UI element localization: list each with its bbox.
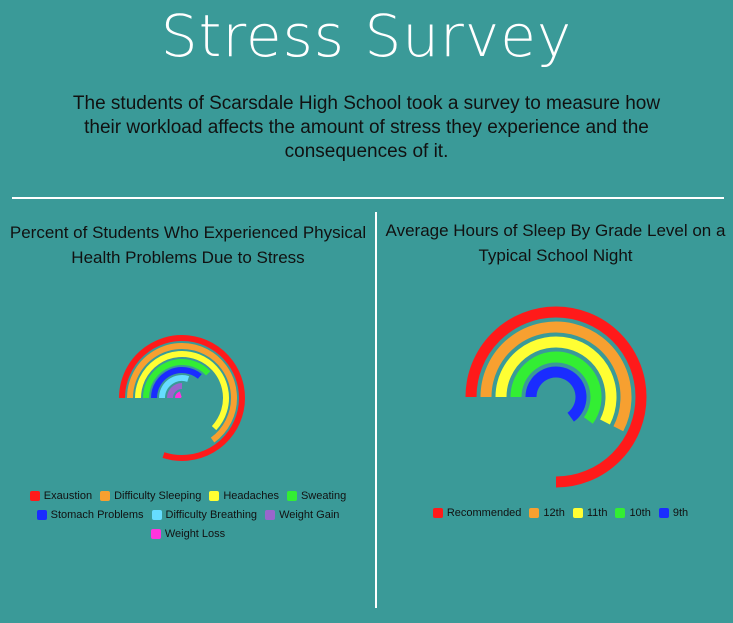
chart2-arc-11th (495, 336, 617, 425)
chart1-legend-item-weight-loss: Weight Loss (150, 528, 226, 540)
page-title: Stress Survey (160, 2, 573, 70)
chart1-arc-weight-loss (175, 391, 183, 399)
chart2-legend-swatch (658, 508, 669, 518)
horizontal-divider (12, 197, 724, 199)
chart2-legend-label: Recommended (446, 507, 522, 519)
chart2-legend-swatch (615, 508, 626, 518)
chart1-legend-item-stomach-problems: Stomach Problems (36, 509, 144, 521)
chart1-title: Percent of Students Who Experienced Phys… (9, 223, 367, 267)
chart1-legend-swatch (29, 491, 40, 501)
chart1-arc-stomach-problems (151, 367, 202, 399)
vertical-divider (375, 212, 377, 608)
chart2-arc-recommended (465, 306, 647, 488)
chart1-legend-item-sweating: Sweating (286, 490, 347, 502)
chart1-arc-weight-gain (167, 383, 183, 399)
chart2-legend-label: 12th (543, 507, 565, 519)
chart2-legend-label: 10th (629, 507, 651, 519)
chart1-legend-label: Weight Loss (164, 528, 226, 540)
chart1-legend-label: Headaches (223, 490, 279, 502)
chart1-legend-swatch (209, 491, 220, 501)
chart2-radial (465, 306, 647, 488)
chart2-legend-label: 11th (586, 507, 608, 519)
chart2-arc-9th (525, 366, 587, 422)
chart2-legend-item-12th: 12th (529, 507, 565, 519)
chart1-legend-item-exaustion: Exaustion (29, 490, 93, 502)
chart1-legend-swatch (286, 491, 297, 501)
chart1-legend-label: Sweating (300, 490, 347, 502)
chart1-legend-swatch (100, 491, 111, 501)
chart2-legend-item-9th: 9th (658, 507, 689, 519)
chart2-legend-swatch (432, 508, 443, 518)
chart1-arc-difficulty-sleeping (127, 343, 237, 443)
chart2-arc-12th (480, 321, 632, 432)
chart1-legend-item-headaches: Headaches (209, 490, 279, 502)
chart1-legend-swatch (265, 510, 276, 520)
chart2-legend-item-recommended: Recommended (432, 507, 522, 519)
chart1-legend: Exaustion Difficulty Sleeping Headaches Swe… (12, 490, 364, 540)
chart1-arc-sweating (143, 359, 211, 399)
chart1-legend-item-difficulty-breathing: Difficulty Breathing (151, 509, 258, 521)
chart2-legend: Recommended 12th 11th 10th 9th (388, 507, 733, 519)
chart1-legend-label: Weight Gain (279, 509, 340, 521)
chart1-radial (119, 335, 245, 461)
chart2-legend-swatch (529, 508, 540, 518)
chart1-legend-label: Difficulty Sleeping (114, 490, 202, 502)
chart2-legend-swatch (572, 508, 583, 518)
chart2-title: Average Hours of Sleep By Grade Level on… (385, 221, 726, 265)
chart2-legend-label: 9th (672, 507, 689, 519)
chart2-legend-item-11th: 11th (572, 507, 608, 519)
chart1-arc-headaches (135, 351, 229, 431)
chart1-legend-label: Exaustion (43, 490, 93, 502)
chart1-legend-item-weight-gain: Weight Gain (265, 509, 339, 521)
chart2-arc-10th (510, 351, 602, 424)
chart1-legend-item-difficulty-sleeping: Difficulty Sleeping (100, 490, 201, 502)
chart1-legend-swatch (36, 510, 47, 520)
chart1-legend-swatch (150, 529, 161, 539)
chart1-legend-swatch (151, 510, 162, 520)
intro-text: The students of Scarsdale High School to… (72, 93, 661, 162)
chart1-legend-label: Stomach Problems (50, 509, 144, 521)
chart1-arc-exaustion (119, 335, 245, 461)
chart1-legend-label: Difficulty Breathing (165, 509, 258, 521)
chart1-arc-difficulty-breathing (159, 375, 190, 399)
chart2-legend-item-10th: 10th (615, 507, 651, 519)
